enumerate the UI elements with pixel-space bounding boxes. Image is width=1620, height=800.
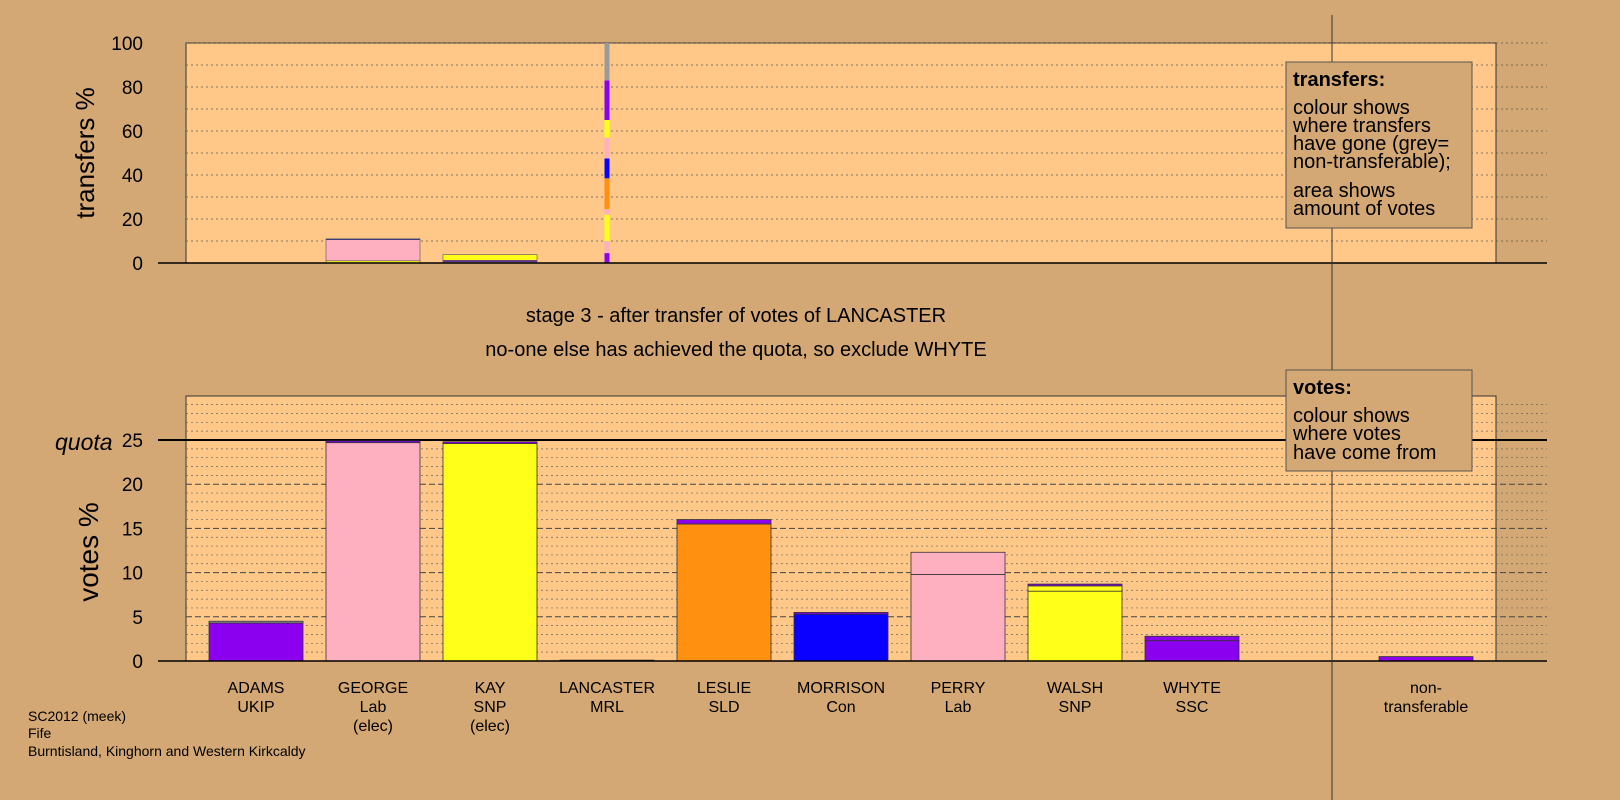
votes-tick-label: 20 [122, 475, 143, 496]
vote-bar-segment [793, 613, 889, 662]
transfers-gridlines [186, 42, 1547, 242]
stage-subheading: no-one else has achieved the quota, so e… [485, 339, 986, 361]
vote-bar-segment [1027, 590, 1123, 662]
candidate-labels: ADAMS UKIP GEORGE Lab (elec) KAY SNP (elec) LANC… [228, 680, 1221, 735]
candidate-party: SSC [1176, 699, 1209, 716]
vote-bar-segment [325, 440, 421, 444]
candidate-status: (elec) [470, 718, 510, 735]
candidate-party: Lab [360, 699, 387, 716]
vote-bar-segment [442, 443, 538, 662]
transfer-bar-segment [442, 254, 538, 261]
candidate-party: Con [826, 699, 855, 716]
transfers-legend-line: area shows [1293, 180, 1395, 202]
votes-axis-title: votes % [73, 502, 104, 602]
vote-bar-segment [208, 622, 304, 662]
votes-legend-line: colour shows [1293, 405, 1410, 427]
transfers-legend-line: non-transferable); [1293, 151, 1451, 173]
footer-council: Fife [28, 725, 52, 741]
vote-bar-segment [910, 573, 1006, 662]
transfers-tick-label: 40 [122, 166, 143, 187]
transfers-legend: transfers: colour shows where transfers … [1285, 61, 1473, 229]
transfers-legend-line: have gone (grey= [1293, 133, 1449, 155]
votes-legend-line: where votes [1292, 423, 1401, 445]
candidate-party: Lab [945, 699, 972, 716]
candidate-party: SNP [1059, 699, 1092, 716]
transfer-bar-segment [604, 43, 610, 81]
votes-legend-box [1285, 369, 1473, 472]
votes-legend-line: have come from [1293, 442, 1436, 464]
transfers-tick-label: 0 [132, 254, 143, 275]
transfer-bar-segment [604, 178, 610, 210]
candidate-name: PERRY [931, 680, 986, 697]
candidate-party: UKIP [237, 699, 274, 716]
votes-tick-label: 15 [122, 519, 143, 540]
transfer-bar-segment [604, 120, 610, 138]
candidate-name: ADAMS [228, 680, 285, 697]
vote-bar-segment [676, 523, 772, 662]
candidate-party: SLD [708, 699, 739, 716]
candidate-name: LESLIE [697, 680, 751, 697]
vote-bar-segment [1144, 635, 1240, 642]
transfer-bar-segment [604, 214, 610, 241]
transfers-legend-line: where transfers [1292, 115, 1431, 137]
stage-heading: stage 3 - after transfer of votes of LAN… [526, 305, 946, 327]
transfer-bar-segment [604, 80, 610, 120]
transfers-legend-box [1285, 61, 1473, 229]
candidate-name: MORRISON [797, 680, 885, 697]
candidate-party: SNP [474, 699, 507, 716]
transfer-bar-segment [604, 253, 610, 263]
candidate-name: WHYTE [1163, 680, 1221, 697]
transfers-axis-title: transfers % [70, 87, 100, 219]
candidate-name: WALSH [1047, 680, 1103, 697]
candidate-name: LANCASTER [559, 680, 655, 697]
nontransferable-label-line2: transferable [1384, 699, 1469, 716]
vote-bar-segment [1027, 585, 1123, 592]
transfers-legend-line: amount of votes [1293, 198, 1435, 220]
nontransferable-label-line1: non- [1410, 680, 1442, 697]
votes-legend: votes: colour shows where votes have com… [1285, 369, 1473, 472]
transfers-legend-title: transfers: [1293, 69, 1385, 91]
transfers-tick-label: 100 [111, 34, 143, 55]
transfer-bar-segment [604, 241, 610, 254]
vote-bar-segment [208, 620, 304, 624]
vote-bar-segment [325, 442, 421, 662]
vote-bar-segment [1027, 583, 1123, 587]
transfers-tick-label: 80 [122, 78, 143, 99]
vote-bar-segment [442, 441, 538, 444]
transfer-bar-segment [604, 158, 610, 179]
vote-bar-segment [910, 551, 1006, 575]
votes-tick-label: 25 [122, 431, 143, 452]
transfers-tick-label: 20 [122, 210, 143, 231]
votes-tick-label: 10 [122, 564, 143, 585]
vote-bar-segment [793, 611, 889, 615]
candidate-name: KAY [475, 680, 506, 697]
candidate-status: (elec) [353, 718, 393, 735]
transfer-bar-segment [325, 238, 421, 240]
votes-bars [208, 440, 1474, 662]
votes-legend-title: votes: [1293, 377, 1352, 399]
transfer-bar-segment [604, 209, 610, 215]
transfer-bar-segment [325, 239, 421, 262]
votes-tick-label: 0 [132, 652, 143, 673]
vote-bar-segment [1144, 640, 1240, 662]
candidate-party: MRL [590, 699, 624, 716]
footer-ward: Burntisland, Kinghorn and Western Kirkca… [28, 743, 306, 759]
quota-label: quota [55, 429, 113, 455]
transfers-legend-line: colour shows [1293, 97, 1410, 119]
transfer-bar-segment [604, 137, 610, 159]
votes-tick-label: 5 [132, 608, 143, 629]
footer-system: SC2012 (meek) [28, 708, 126, 724]
candidate-name: GEORGE [338, 680, 408, 697]
vote-bar-segment [676, 519, 772, 525]
transfers-tick-label: 60 [122, 122, 143, 143]
